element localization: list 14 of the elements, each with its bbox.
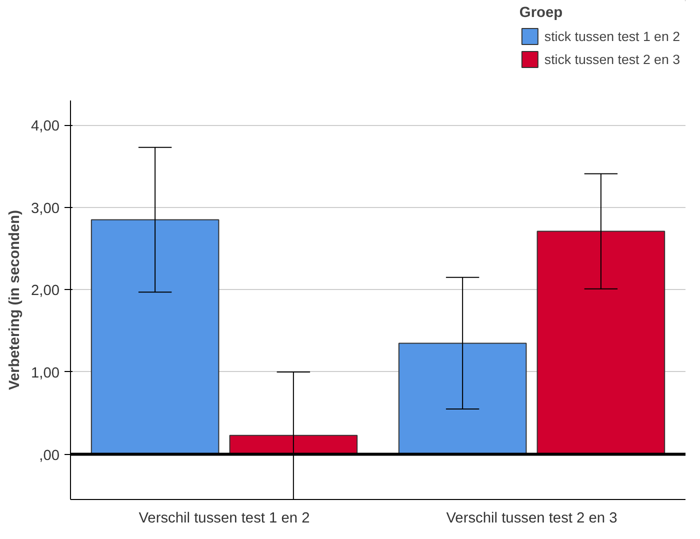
- y-tick-label: 2,00: [30, 283, 60, 300]
- bar: [90, 219, 220, 455]
- legend-title: Groep: [519, 5, 564, 21]
- y-tick-label: 1,00: [30, 365, 60, 382]
- x-tick-label: Verschil tussen test 2 en 3: [446, 510, 618, 526]
- legend-label: stick tussen test 2 en 3: [544, 52, 680, 66]
- y-axis-title: Verbetering (in seconden): [6, 210, 23, 390]
- x-tick-label: Verschil tussen test 1 en 2: [138, 510, 310, 526]
- bar: [536, 230, 666, 455]
- bar: [398, 342, 527, 455]
- y-tick-label: 4,00: [30, 118, 60, 135]
- y-tick-label: ,00: [39, 448, 60, 464]
- y-tick-label: 3,00: [30, 200, 60, 217]
- legend-label: stick tussen test 1 en 2: [544, 28, 680, 44]
